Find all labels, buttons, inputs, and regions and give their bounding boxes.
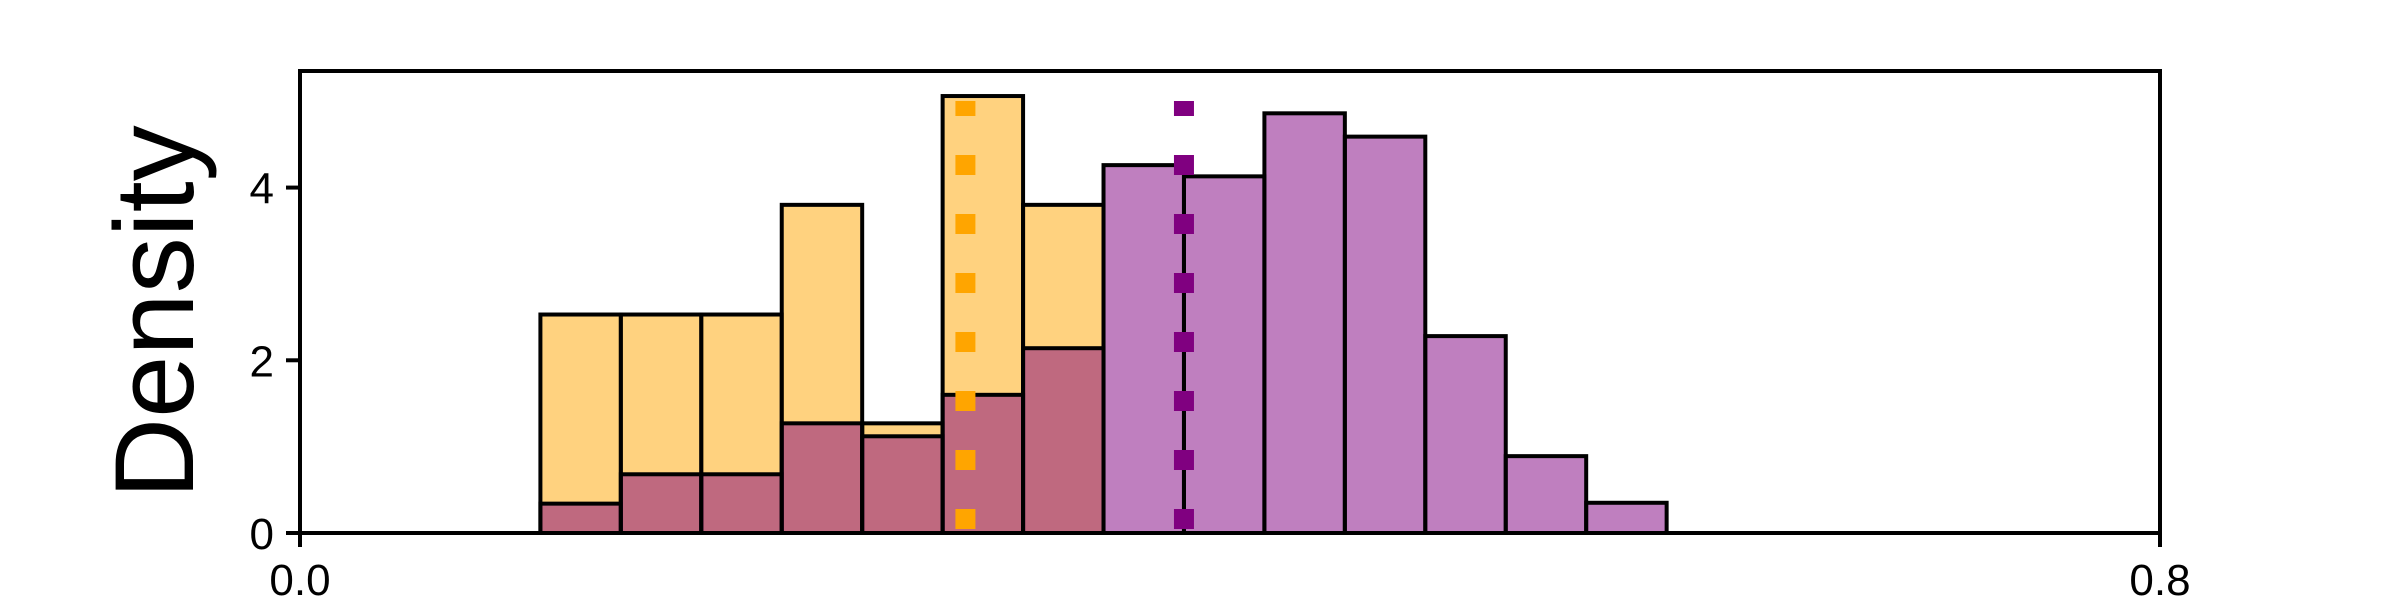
axes-frame (298, 69, 2162, 535)
histogram-bar (940, 392, 1026, 536)
mean-lines-layer (955, 101, 1194, 529)
y-tick-label: 2 (250, 337, 274, 386)
histogram-bar (538, 501, 623, 535)
y-tick-label: 4 (250, 165, 274, 214)
histogram-bar (779, 421, 865, 536)
ticks-layer: 0 2 4 0.0 0.8 (250, 165, 2191, 600)
histogram-bar (1021, 346, 1106, 536)
histogram-bar (699, 472, 784, 535)
series-1-bars (538, 111, 1669, 536)
histogram-bar (1181, 174, 1267, 535)
histogram-bar (1101, 163, 1186, 535)
y-tick-label: 0 (250, 510, 274, 559)
histogram-bar (1503, 454, 1589, 535)
bars-layer (538, 94, 1669, 536)
y-axis-label: Density (92, 125, 217, 498)
histogram-bar (860, 434, 945, 536)
histogram-bar (1423, 334, 1508, 536)
histogram-bar (1584, 500, 1669, 535)
histogram-bar (1342, 134, 1428, 535)
histogram-bar (538, 312, 623, 535)
histogram-bar (618, 472, 704, 535)
x-tick-label: 0.8 (2129, 556, 2190, 600)
x-tick-label: 0.0 (269, 556, 330, 600)
histogram-bar (1262, 111, 1347, 535)
